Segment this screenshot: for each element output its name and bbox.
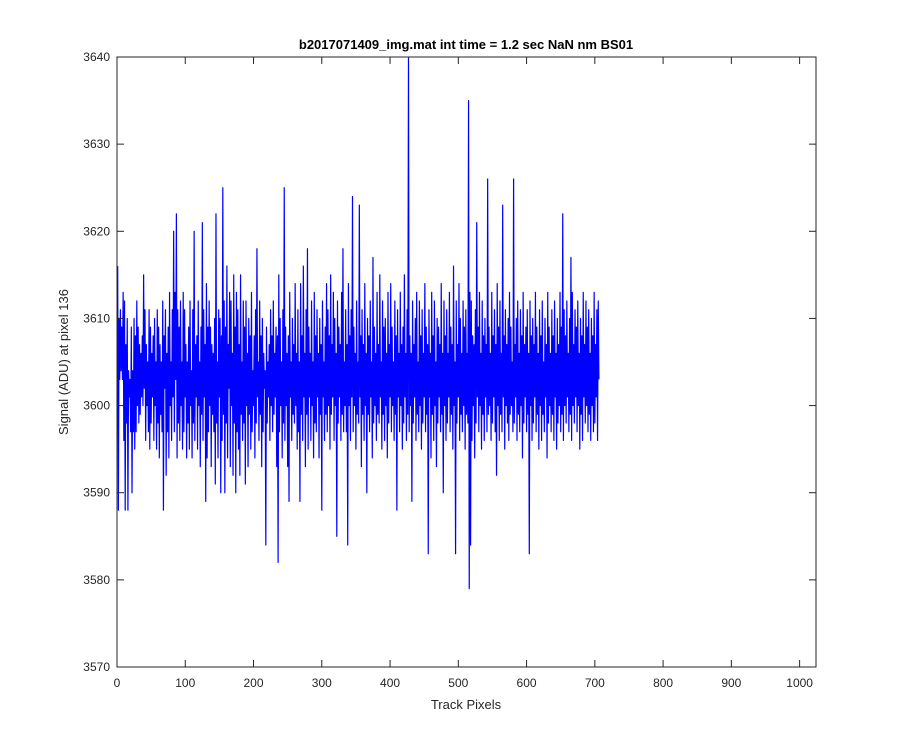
x-axis-label: Track Pixels (431, 697, 502, 712)
series-line-0 (117, 57, 600, 590)
ticks-layer: 0 100 200 300 400 500 600 700 800 900 1000 3570 3580… (83, 50, 816, 690)
x-tick-label: 800 (653, 676, 673, 690)
x-tick-label: 0 (114, 676, 121, 690)
x-tick-label: 200 (244, 676, 264, 690)
x-tick-label: 100 (175, 676, 195, 690)
chart-title: b2017071409_img.mat int time = 1.2 sec N… (299, 37, 633, 52)
series-layer (117, 57, 600, 590)
x-tick-label: 400 (380, 676, 400, 690)
axes-layer (116, 56, 817, 668)
y-tick-label: 3630 (83, 137, 110, 151)
x-tick-label: 900 (721, 676, 741, 690)
axes-box (116, 56, 817, 668)
y-tick-label: 3610 (83, 311, 110, 325)
y-axis-label: Signal (ADU) at pixel 136 (56, 289, 71, 435)
x-tick-label: 700 (585, 676, 605, 690)
y-tick-label: 3570 (83, 660, 110, 674)
x-tick-label: 300 (312, 676, 332, 690)
x-tick-label: 1000 (786, 676, 813, 690)
y-tick-label: 3590 (83, 486, 110, 500)
x-tick-label: 600 (517, 676, 537, 690)
y-tick-label: 3600 (83, 399, 110, 413)
y-tick-label: 3580 (83, 573, 110, 587)
y-tick-label: 3620 (83, 224, 110, 238)
y-tick-label: 3640 (83, 50, 110, 64)
x-tick-label: 500 (448, 676, 468, 690)
